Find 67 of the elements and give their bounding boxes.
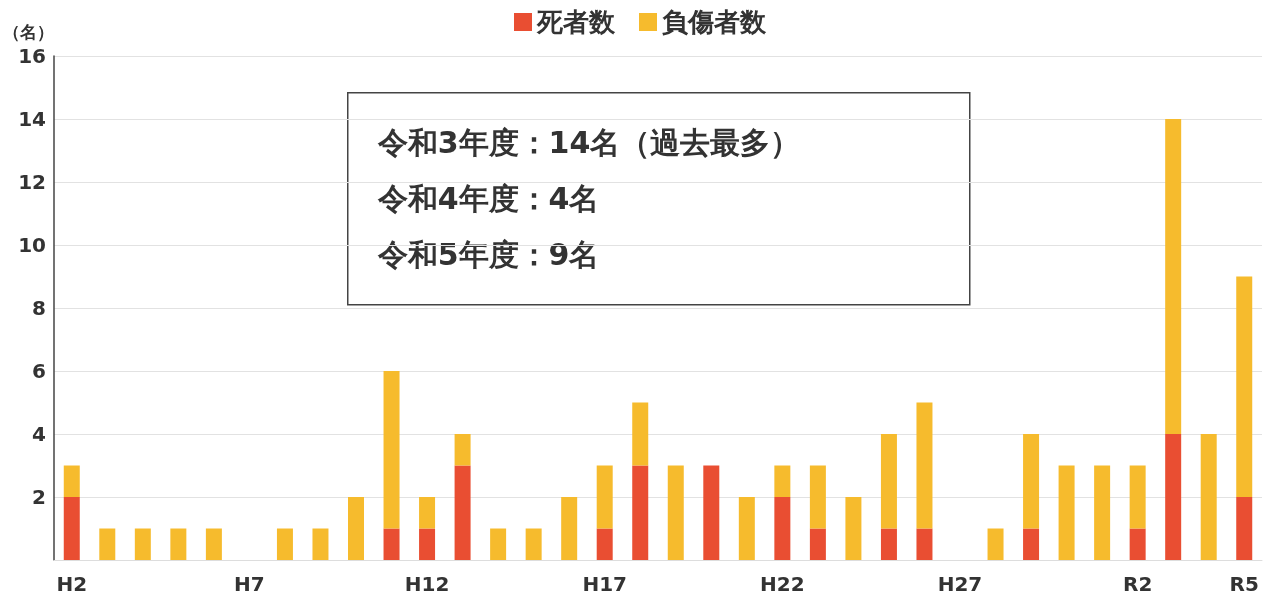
x-tick-label: H2 (56, 572, 88, 596)
bar (1094, 465, 1111, 560)
bar (809, 465, 826, 529)
bar (419, 528, 436, 560)
x-tick-label: R2 (1122, 572, 1153, 596)
bar (419, 497, 436, 529)
bar (1236, 497, 1253, 560)
bar (561, 497, 578, 560)
y-tick-label: 4 (32, 422, 46, 446)
bar (916, 402, 933, 529)
bar (276, 528, 293, 560)
y-tick-label: 2 (32, 485, 46, 509)
bar (987, 528, 1004, 560)
legend-label: 死者数 (536, 7, 616, 37)
bar (1236, 276, 1253, 497)
bar (348, 497, 364, 560)
x-tick-label: H17 (582, 572, 627, 596)
bar (1165, 119, 1182, 434)
y-tick-label: 8 (32, 296, 46, 320)
bar (490, 528, 507, 560)
bar (1165, 434, 1182, 560)
bar (63, 497, 80, 560)
legend-label: 負傷者数 (662, 7, 767, 37)
bar (774, 497, 791, 560)
bar (632, 402, 649, 466)
bar (703, 465, 720, 560)
bar (63, 465, 80, 497)
bar (1200, 434, 1217, 560)
x-tick-label: H12 (404, 572, 450, 596)
bar (134, 528, 151, 560)
bar (99, 528, 116, 560)
bar (205, 528, 222, 560)
bar (1129, 465, 1146, 529)
bar (383, 528, 400, 560)
bar (880, 528, 897, 560)
bar (880, 434, 897, 529)
bar (525, 528, 542, 560)
bar (1129, 528, 1146, 560)
bar (667, 465, 684, 560)
bar (845, 497, 862, 560)
bar (383, 371, 400, 529)
bar (170, 528, 187, 560)
y-tick-label: 14 (18, 107, 46, 131)
y-tick-label: 10 (18, 233, 46, 257)
bar (1058, 465, 1075, 560)
bar (632, 465, 649, 560)
y-tick-label: 12 (18, 170, 46, 194)
annotation: 令和4年度：4名 (376, 181, 600, 217)
x-tick-label: H7 (234, 572, 265, 596)
y-tick-label: 16 (18, 44, 46, 68)
bar (738, 497, 755, 560)
x-tick-label: R5 (1229, 572, 1259, 596)
bar (454, 465, 471, 560)
bar (596, 465, 613, 529)
y-axis-title: （名） (3, 21, 54, 42)
x-tick-label: H22 (760, 572, 805, 596)
bar (774, 465, 791, 497)
bar (596, 528, 613, 560)
bar (454, 434, 471, 466)
bar (1023, 434, 1040, 529)
bar (916, 528, 933, 560)
x-tick-label: H27 (937, 572, 983, 596)
annotation: 令和3年度：14名（過去最多） (376, 125, 801, 161)
bar (312, 528, 329, 560)
y-tick-label: 6 (32, 359, 46, 383)
bar (1023, 528, 1040, 560)
bar (809, 528, 826, 560)
